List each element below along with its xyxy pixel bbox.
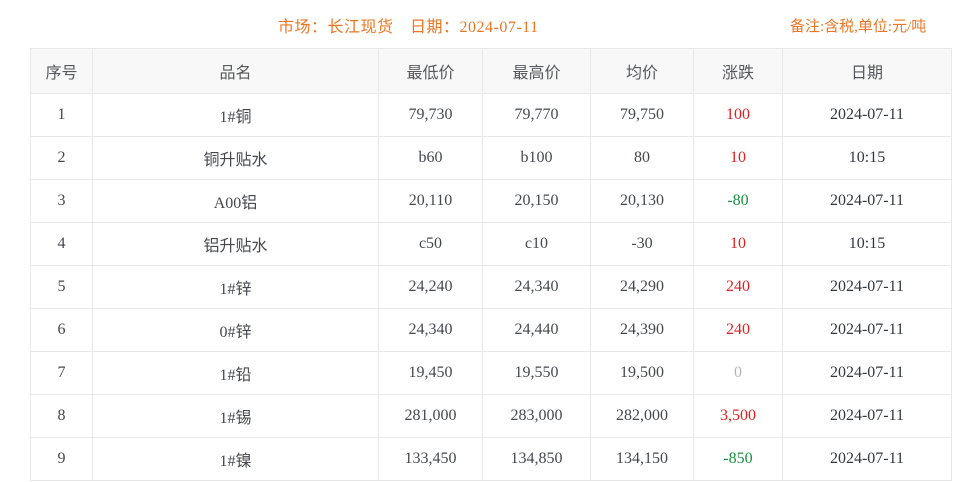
cell-date: 2024-07-11 bbox=[782, 93, 952, 137]
cell-product-name: 1#镍 bbox=[92, 437, 379, 481]
tax-unit-note: 备注:含税,单位:元/吨 bbox=[790, 19, 927, 35]
table-row: 2 铜升贴水 b60 b100 80 10 10:15 bbox=[30, 136, 952, 180]
page-header: 市场：长江现货 日期：2024-07-11 备注:含税,单位:元/吨 bbox=[0, 0, 953, 48]
cell-no: 3 bbox=[30, 179, 93, 223]
cell-change: 100 bbox=[693, 93, 783, 137]
cell-avg-price: 24,290 bbox=[590, 265, 694, 309]
cell-no: 1 bbox=[30, 93, 93, 137]
cell-product-name: 1#锌 bbox=[92, 265, 379, 309]
table-header-row: 序号 品名 最低价 最高价 均价 涨跌 日期 bbox=[30, 48, 952, 94]
col-header-low: 最低价 bbox=[378, 48, 483, 94]
cell-no: 9 bbox=[30, 437, 93, 481]
cell-high-price: 19,550 bbox=[482, 351, 591, 395]
cell-avg-price: 24,390 bbox=[590, 308, 694, 352]
cell-no: 7 bbox=[30, 351, 93, 395]
cell-low-price: 19,450 bbox=[378, 351, 483, 395]
cell-high-price: 24,340 bbox=[482, 265, 591, 309]
cell-no: 5 bbox=[30, 265, 93, 309]
cell-change: 0 bbox=[693, 351, 783, 395]
cell-change: 240 bbox=[693, 265, 783, 309]
table-row: 3 A00铝 20,110 20,150 20,130 -80 2024-07-11 bbox=[30, 179, 952, 223]
cell-high-price: 24,440 bbox=[482, 308, 591, 352]
cell-product-name: A00铝 bbox=[92, 179, 379, 223]
cell-avg-price: 20,130 bbox=[590, 179, 694, 223]
cell-high-price: 283,000 bbox=[482, 394, 591, 438]
col-header-change: 涨跌 bbox=[693, 48, 783, 94]
cell-change: 10 bbox=[693, 222, 783, 266]
table-row: 1 1#铜 79,730 79,770 79,750 100 2024-07-11 bbox=[30, 93, 952, 137]
cell-product-name: 1#锡 bbox=[92, 394, 379, 438]
market-date-title: 市场：长江现货 日期：2024-07-11 bbox=[278, 19, 539, 36]
cell-high-price: 20,150 bbox=[482, 179, 591, 223]
table-row: 7 1#铅 19,450 19,550 19,500 0 2024-07-11 bbox=[30, 351, 952, 395]
cell-date: 2024-07-11 bbox=[782, 437, 952, 481]
cell-low-price: 20,110 bbox=[378, 179, 483, 223]
cell-date: 2024-07-11 bbox=[782, 308, 952, 352]
cell-change: 3,500 bbox=[693, 394, 783, 438]
table-row: 5 1#锌 24,240 24,340 24,290 240 2024-07-11 bbox=[30, 265, 952, 309]
cell-date: 10:15 bbox=[782, 222, 952, 266]
cell-low-price: 79,730 bbox=[378, 93, 483, 137]
cell-change: -80 bbox=[693, 179, 783, 223]
cell-change: 240 bbox=[693, 308, 783, 352]
col-header-high: 最高价 bbox=[482, 48, 591, 94]
cell-no: 8 bbox=[30, 394, 93, 438]
cell-avg-price: -30 bbox=[590, 222, 694, 266]
cell-no: 4 bbox=[30, 222, 93, 266]
cell-avg-price: 19,500 bbox=[590, 351, 694, 395]
table-row: 8 1#锡 281,000 283,000 282,000 3,500 2024-07-11 bbox=[30, 394, 952, 438]
cell-date: 2024-07-11 bbox=[782, 351, 952, 395]
cell-low-price: c50 bbox=[378, 222, 483, 266]
cell-high-price: c10 bbox=[482, 222, 591, 266]
cell-change: -850 bbox=[693, 437, 783, 481]
cell-product-name: 1#铅 bbox=[92, 351, 379, 395]
cell-low-price: 24,240 bbox=[378, 265, 483, 309]
col-header-date: 日期 bbox=[782, 48, 952, 94]
table-row: 4 铝升贴水 c50 c10 -30 10 10:15 bbox=[30, 222, 952, 266]
price-table: 序号 品名 最低价 最高价 均价 涨跌 日期 1 1#铜 79,730 79,770 7… bbox=[30, 48, 952, 481]
table-row: 6 0#锌 24,340 24,440 24,390 240 2024-07-11 bbox=[30, 308, 952, 352]
price-table-body: 1 1#铜 79,730 79,770 79,750 100 2024-07-11 2 铜升贴水… bbox=[30, 93, 952, 481]
cell-product-name: 铜升贴水 bbox=[92, 136, 379, 180]
cell-date: 2024-07-11 bbox=[782, 179, 952, 223]
col-header-name: 品名 bbox=[92, 48, 379, 94]
cell-avg-price: 79,750 bbox=[590, 93, 694, 137]
col-header-no: 序号 bbox=[30, 48, 93, 94]
cell-low-price: 133,450 bbox=[378, 437, 483, 481]
cell-low-price: b60 bbox=[378, 136, 483, 180]
cell-change: 10 bbox=[693, 136, 783, 180]
cell-product-name: 铝升贴水 bbox=[92, 222, 379, 266]
cell-avg-price: 134,150 bbox=[590, 437, 694, 481]
cell-avg-price: 282,000 bbox=[590, 394, 694, 438]
cell-low-price: 24,340 bbox=[378, 308, 483, 352]
cell-high-price: b100 bbox=[482, 136, 591, 180]
table-row: 9 1#镍 133,450 134,850 134,150 -850 2024-07-11 bbox=[30, 437, 952, 481]
cell-low-price: 281,000 bbox=[378, 394, 483, 438]
cell-high-price: 134,850 bbox=[482, 437, 591, 481]
cell-no: 6 bbox=[30, 308, 93, 352]
cell-avg-price: 80 bbox=[590, 136, 694, 180]
cell-no: 2 bbox=[30, 136, 93, 180]
cell-date: 2024-07-11 bbox=[782, 394, 952, 438]
cell-product-name: 0#锌 bbox=[92, 308, 379, 352]
cell-high-price: 79,770 bbox=[482, 93, 591, 137]
cell-date: 10:15 bbox=[782, 136, 952, 180]
col-header-avg: 均价 bbox=[590, 48, 694, 94]
cell-date: 2024-07-11 bbox=[782, 265, 952, 309]
cell-product-name: 1#铜 bbox=[92, 93, 379, 137]
